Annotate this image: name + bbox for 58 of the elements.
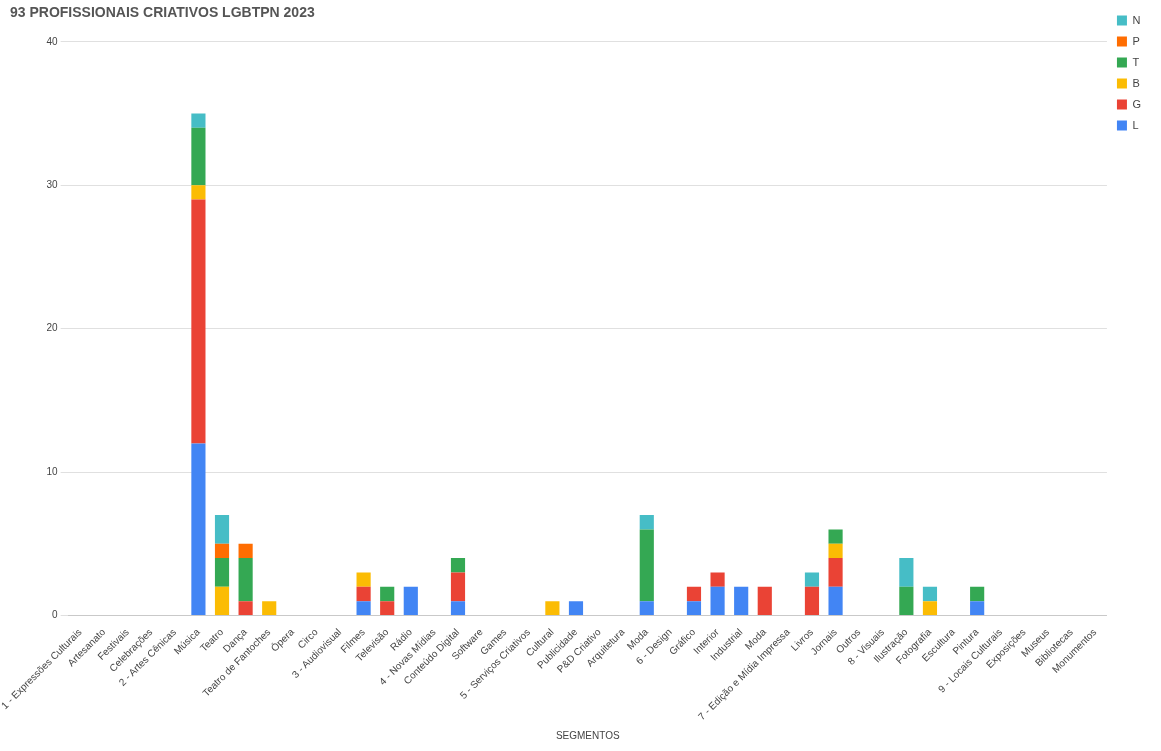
- bar: [922, 586, 938, 602]
- bar: [403, 586, 418, 615]
- bar: [545, 601, 560, 615]
- bar: [828, 558, 843, 587]
- bar: [356, 601, 371, 615]
- y-tick-label: 10: [46, 465, 59, 477]
- bar: [710, 572, 725, 587]
- bar: [214, 586, 230, 615]
- bar: [568, 601, 584, 615]
- bar: [970, 586, 985, 602]
- legend-label: N: [1132, 13, 1141, 26]
- bar: [262, 601, 277, 615]
- bar: [686, 601, 702, 615]
- bar: [899, 586, 914, 615]
- bar: [970, 601, 985, 615]
- bar: [191, 113, 206, 128]
- bar: [214, 515, 230, 544]
- bar: [356, 586, 371, 602]
- bar: [191, 199, 206, 444]
- legend-label: T: [1132, 55, 1140, 68]
- bar: [380, 586, 395, 602]
- bar: [828, 529, 843, 544]
- y-tick-label: 40: [46, 35, 59, 47]
- bar: [214, 543, 230, 559]
- bar: [450, 601, 466, 615]
- bar: [804, 572, 820, 587]
- bar: [238, 543, 253, 559]
- bar: [191, 185, 206, 200]
- bar: [238, 601, 253, 615]
- y-tick-label: 20: [46, 322, 59, 334]
- legend-label: L: [1132, 118, 1139, 131]
- bar: [710, 586, 725, 615]
- y-tick-label: 0: [52, 609, 59, 621]
- bar: [922, 601, 938, 615]
- bar: [191, 127, 206, 186]
- bar: [639, 515, 654, 530]
- bar: [191, 443, 206, 615]
- bar: [356, 572, 371, 587]
- bar: [804, 586, 820, 615]
- y-tick-label: 30: [46, 178, 59, 190]
- bar: [380, 601, 395, 615]
- bar: [450, 558, 466, 573]
- legend-label: P: [1132, 34, 1140, 47]
- bar: [238, 558, 253, 602]
- bar: [757, 586, 772, 615]
- bar: [828, 543, 843, 559]
- legend-label: G: [1132, 97, 1142, 110]
- bar: [686, 586, 702, 602]
- bar: [639, 601, 654, 615]
- chart-title: 93 PROFISSIONAIS CRIATIVOS LGBTPN 2023: [10, 4, 315, 21]
- bar: [734, 586, 749, 615]
- bar: [214, 558, 230, 587]
- bar: [450, 572, 466, 602]
- bar: [639, 529, 654, 602]
- bar: [828, 586, 843, 615]
- bar: [899, 558, 914, 587]
- legend-label: B: [1132, 76, 1140, 89]
- x-axis-title: SEGMENTOS: [555, 729, 620, 741]
